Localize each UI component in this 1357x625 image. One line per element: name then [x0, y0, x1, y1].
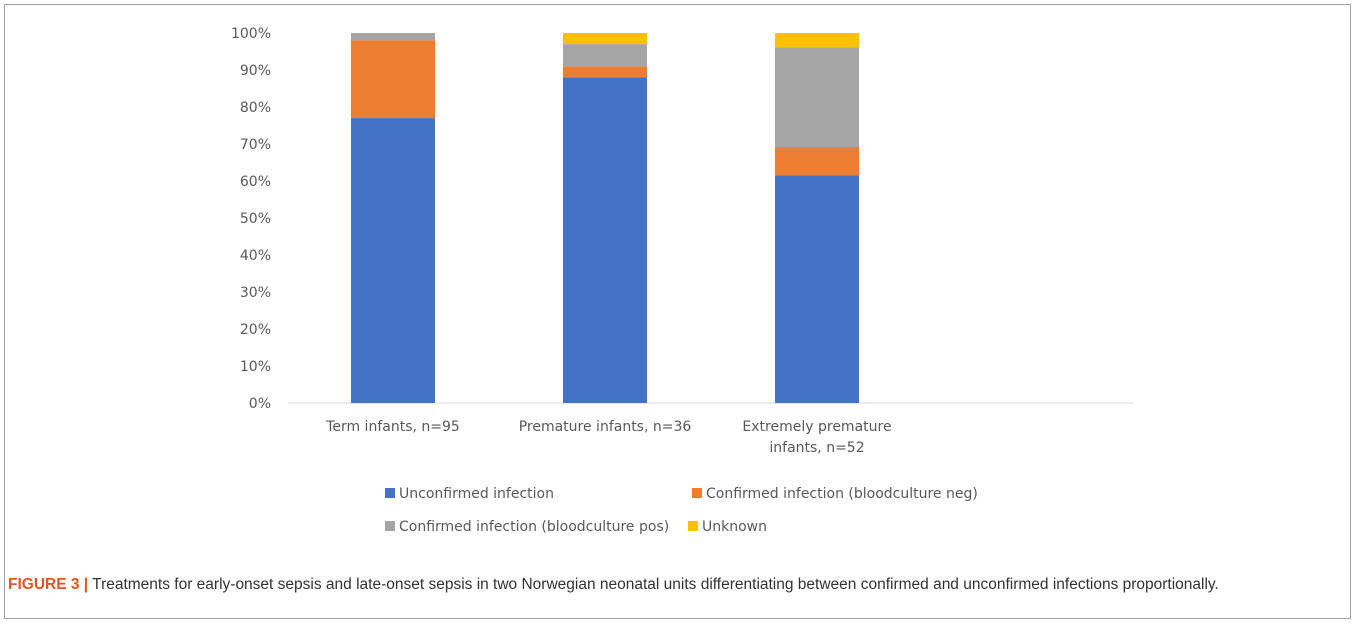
legend-swatch-3 — [688, 521, 698, 531]
y-tick-label-3: 30% — [240, 285, 271, 301]
bar-segment-2-3 — [775, 33, 859, 48]
legend-label-1: Confirmed infection (bloodculture neg) — [706, 486, 978, 502]
bar-segment-2-0 — [775, 175, 859, 403]
category-labels: Term infants, n=95 Premature infants, n=3… — [325, 419, 891, 456]
figure-caption: FIGURE 3 | Treatments for early-onset se… — [8, 574, 1338, 596]
legend: Unconfirmed infection Confirmed infection… — [385, 486, 978, 535]
bar-segment-1-0 — [563, 77, 647, 404]
y-tick-label-4: 40% — [240, 248, 271, 264]
y-tick-label-0: 0% — [249, 396, 271, 412]
legend-label-2: Confirmed infection (bloodculture pos) — [399, 519, 669, 535]
category-label-0-0: Term infants, n=95 — [325, 419, 460, 435]
bar-segment-2-2 — [775, 47, 859, 147]
legend-swatch-0 — [385, 488, 395, 498]
category-label-1-0: Premature infants, n=36 — [519, 419, 692, 435]
bar-segment-1-3 — [563, 33, 647, 45]
bar-segment-1-2 — [563, 44, 647, 67]
bar-segment-0-2 — [351, 33, 435, 41]
figure-frame — [4, 4, 1351, 619]
bar-segment-0-0 — [351, 118, 435, 403]
category-label-2-1: infants, n=52 — [769, 440, 864, 456]
legend-label-3: Unknown — [702, 519, 767, 535]
y-tick-label-2: 20% — [240, 322, 271, 338]
y-tick-label-7: 70% — [240, 137, 271, 153]
y-tick-label-1: 10% — [240, 359, 271, 375]
legend-swatch-2 — [385, 521, 395, 531]
y-tick-label-10: 100% — [231, 26, 271, 42]
y-tick-label-9: 90% — [240, 63, 271, 79]
figure-caption-text: Treatments for early-onset sepsis and la… — [92, 576, 1219, 593]
y-axis-tick-labels: 0% 10% 20% 30% 40% 50% 60% 70% 80% 90% 100% — [231, 26, 271, 412]
bar-segment-1-1 — [563, 66, 647, 78]
figure-label: FIGURE 3 | — [8, 576, 89, 593]
y-tick-label-5: 50% — [240, 211, 271, 227]
bar-segment-2-1 — [775, 146, 859, 176]
bar-segment-0-1 — [351, 40, 435, 119]
legend-label-0: Unconfirmed infection — [399, 486, 554, 502]
bars — [351, 33, 859, 404]
y-tick-label-8: 80% — [240, 100, 271, 116]
stacked-bar-chart: 0% 10% 20% 30% 40% 50% 60% 70% 80% 90% 100% Term i… — [231, 26, 1133, 535]
category-label-2-0: Extremely premature — [742, 419, 891, 435]
legend-swatch-1 — [692, 488, 702, 498]
y-tick-label-6: 60% — [240, 174, 271, 190]
